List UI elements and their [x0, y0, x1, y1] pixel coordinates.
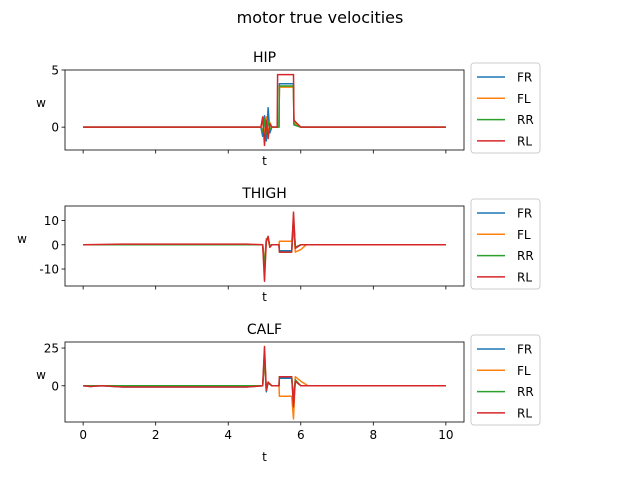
y-tick-label: 0 [51, 379, 59, 393]
x-tick-label: 4 [224, 428, 232, 442]
legend-label: RR [517, 385, 534, 399]
legend: FR FL RR RL [470, 198, 541, 290]
y-tick-label: 25 [44, 342, 59, 356]
x-tick-label: 10 [438, 428, 453, 442]
plot-area [83, 345, 446, 420]
y-tick-label: 5 [51, 64, 59, 78]
x-axis-label: t [262, 154, 267, 168]
legend-label: RL [517, 406, 532, 420]
subplot-hip: HIP 0 5 t w FR FL RR RL [36, 50, 541, 168]
legend-label: RR [517, 113, 534, 127]
y-tick-label: 0 [51, 121, 59, 135]
y-axis-label: w [17, 232, 27, 246]
y-tick-label: 10 [44, 214, 59, 228]
subplot-calf: CALF 0 25 0 2 4 6 8 10 t w FR FL RR RL [36, 322, 541, 464]
legend-label: RR [517, 249, 534, 263]
subplot-thigh: THIGH -10 0 10 t w FR FL RR RL [17, 186, 541, 304]
y-tick-label: -10 [39, 263, 59, 277]
axes-frame [64, 205, 465, 287]
legend-label: RL [517, 134, 532, 148]
axes-frame [64, 69, 465, 151]
legend-box [470, 198, 541, 290]
subplot-title: HIP [253, 50, 276, 66]
legend-label: FL [517, 228, 531, 242]
x-tick-label: 0 [79, 428, 87, 442]
legend-label: FL [517, 92, 531, 106]
x-tick-label: 8 [369, 428, 377, 442]
x-axis-label: t [262, 290, 267, 304]
subplot-title: CALF [247, 322, 282, 338]
plot-area [83, 211, 446, 282]
x-tick-label: 6 [297, 428, 305, 442]
legend-label: RL [517, 270, 532, 284]
legend-label: FR [517, 71, 532, 85]
y-axis-label: w [36, 368, 46, 382]
legend: FR FL RR RL [470, 334, 541, 426]
x-axis-label: t [262, 450, 267, 464]
subplots: HIP05twFRFLRRRLTHIGH-10010twFRFLRRRLCALF… [17, 50, 541, 464]
legend-box [470, 334, 541, 426]
y-axis-label: w [36, 96, 46, 110]
series-line-rl [83, 211, 446, 282]
subplot-title: THIGH [241, 186, 287, 202]
legend-label: FR [517, 343, 532, 357]
series-line-rl [83, 73, 446, 147]
axes-frame [64, 341, 465, 423]
legend-box [470, 62, 541, 154]
legend-label: FR [517, 207, 532, 221]
x-tick-label: 2 [152, 428, 160, 442]
figure-title: motor true velocities [237, 8, 404, 27]
y-tick-label: 0 [51, 238, 59, 252]
series-line-rl [83, 345, 446, 408]
plot-area [83, 73, 446, 147]
legend-label: FL [517, 364, 531, 378]
legend: FR FL RR RL [470, 62, 541, 154]
